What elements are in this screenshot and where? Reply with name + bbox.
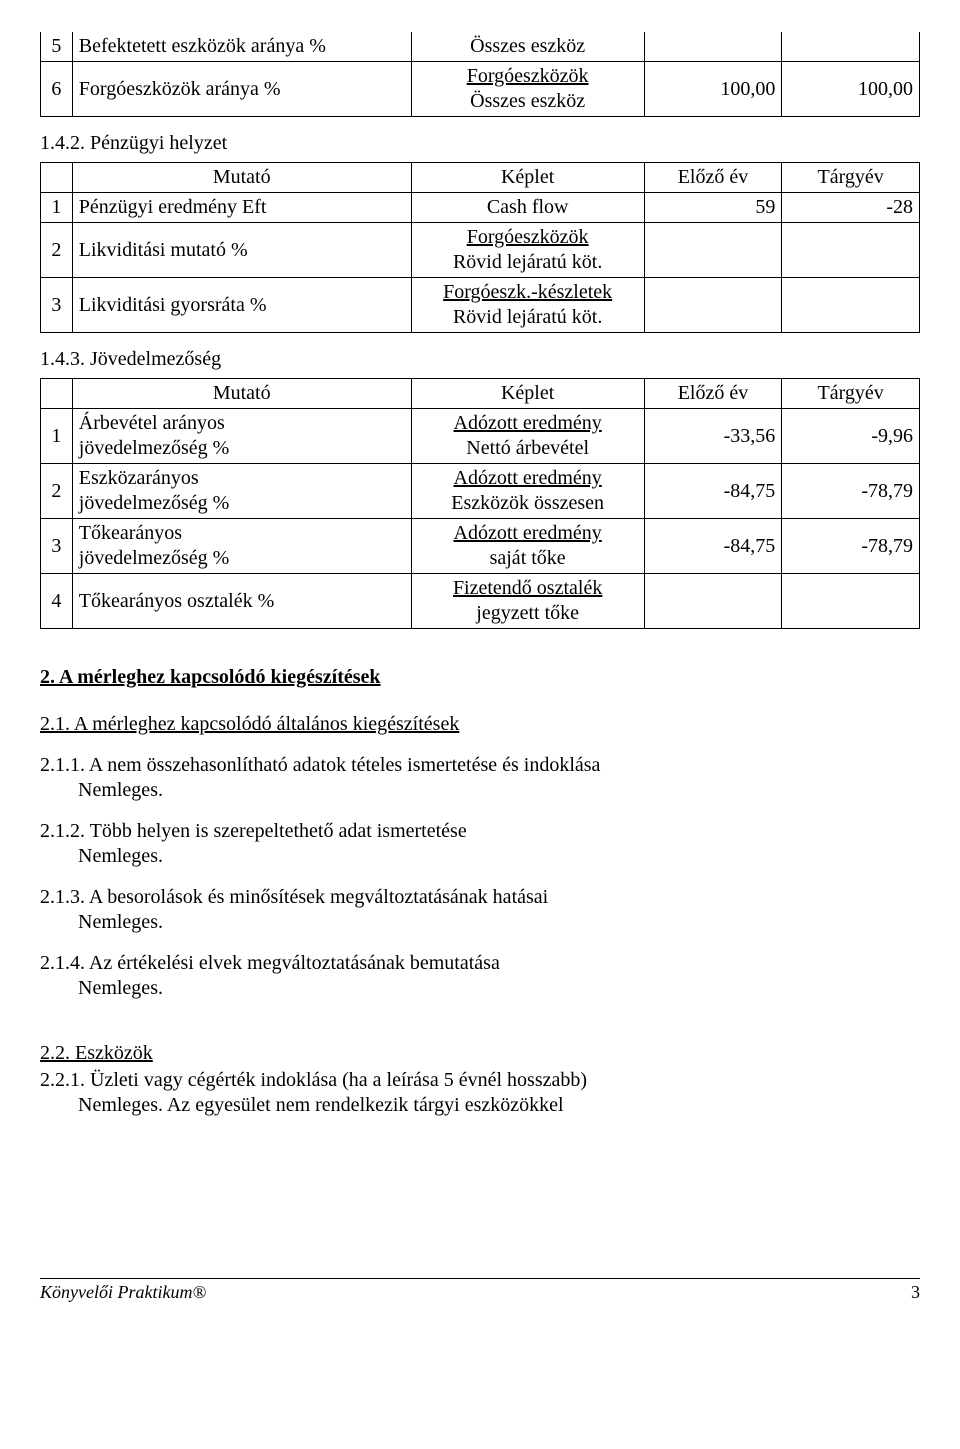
heading-2-1-2: 2.1.2. Több helyen is szerepeltethető ad… bbox=[40, 819, 920, 844]
cell-name: Tőkearányos osztalék % bbox=[72, 574, 411, 629]
formula-top: Adózott eredmény bbox=[454, 522, 602, 544]
cell-prev: -84,75 bbox=[644, 464, 782, 519]
th-targyev: Tárgyév bbox=[782, 379, 920, 409]
cell-name: Befektetett eszközök aránya % bbox=[72, 32, 411, 62]
cell-formula: Adózott eredmény Eszközök összesen bbox=[411, 464, 644, 519]
cell-curr: -78,79 bbox=[782, 464, 920, 519]
cell-name: Likviditási gyorsráta % bbox=[72, 278, 411, 333]
formula-bottom: Rövid lejáratú köt. bbox=[453, 251, 602, 273]
name-bottom: jövedelmezőség % bbox=[79, 437, 230, 459]
cell-prev: -84,75 bbox=[644, 519, 782, 574]
cell-num: 3 bbox=[41, 519, 73, 574]
cell-num: 1 bbox=[41, 193, 73, 223]
th-mutato: Mutató bbox=[72, 163, 411, 193]
cell-num: 2 bbox=[41, 464, 73, 519]
text-2-2-1-body: Nemleges. Az egyesület nem rendelkezik t… bbox=[78, 1093, 920, 1118]
cell-formula: Fizetendő osztalék jegyzett tőke bbox=[411, 574, 644, 629]
footer-brand: Könyvelői Praktikum® bbox=[40, 1281, 206, 1304]
formula-bottom: Összes eszköz bbox=[470, 90, 585, 112]
formula-top: Adózott eredmény bbox=[454, 467, 602, 489]
cell-curr: -9,96 bbox=[782, 409, 920, 464]
formula-bottom: Eszközök összesen bbox=[451, 492, 604, 514]
cell-name: Árbevétel arányos jövedelmezőség % bbox=[72, 409, 411, 464]
heading-2-text: 2. A mérleghez kapcsolódó kiegészítések bbox=[40, 666, 381, 688]
formula-top: Forgóeszközök bbox=[467, 65, 589, 87]
cell-name: Forgóeszközök aránya % bbox=[72, 62, 411, 117]
cell-num: 2 bbox=[41, 223, 73, 278]
cell-name: Eszközarányos jövedelmezőség % bbox=[72, 464, 411, 519]
cell-curr: -28 bbox=[782, 193, 920, 223]
cell-num: 3 bbox=[41, 278, 73, 333]
text-nemleges: Nemleges. bbox=[78, 976, 920, 1001]
page-footer: Könyvelői Praktikum® 3 bbox=[40, 1278, 920, 1304]
formula-top: Forgóeszk.-készletek bbox=[443, 281, 612, 303]
name-top: Árbevétel arányos bbox=[79, 412, 225, 434]
formula-top: Fizetendő osztalék bbox=[453, 577, 602, 599]
th-elozo: Előző év bbox=[644, 379, 782, 409]
cell-curr bbox=[782, 574, 920, 629]
formula-top: Forgóeszközök bbox=[467, 226, 589, 248]
formula-bottom: Rövid lejáratú köt. bbox=[453, 306, 602, 328]
cell-curr bbox=[782, 32, 920, 62]
th-blank bbox=[41, 379, 73, 409]
cell-prev: 59 bbox=[644, 193, 782, 223]
th-targyev: Tárgyév bbox=[782, 163, 920, 193]
cell-formula: Összes eszköz bbox=[411, 32, 644, 62]
cell-curr bbox=[782, 223, 920, 278]
text-nemleges: Nemleges. bbox=[78, 910, 920, 935]
cell-prev: 100,00 bbox=[644, 62, 782, 117]
cell-name: Pénzügyi eredmény Eft bbox=[72, 193, 411, 223]
cell-prev bbox=[644, 32, 782, 62]
cell-num: 6 bbox=[41, 62, 73, 117]
table-assets-ratio: 5 Befektetett eszközök aránya % Összes e… bbox=[40, 32, 920, 117]
cell-curr: 100,00 bbox=[782, 62, 920, 117]
cell-formula: Adózott eredmény saját tőke bbox=[411, 519, 644, 574]
cell-name: Likviditási mutató % bbox=[72, 223, 411, 278]
cell-prev: -33,56 bbox=[644, 409, 782, 464]
heading-2-1: 2.1. A mérleghez kapcsolódó általános ki… bbox=[40, 712, 920, 737]
footer-page-number: 3 bbox=[911, 1281, 920, 1304]
th-keplet: Képlet bbox=[411, 379, 644, 409]
formula-top: Adózott eredmény bbox=[454, 412, 602, 434]
cell-formula: Forgóeszk.-készletek Rövid lejáratú köt. bbox=[411, 278, 644, 333]
text-nemleges: Nemleges. bbox=[78, 778, 920, 803]
cell-curr bbox=[782, 278, 920, 333]
formula-bottom: Nettó árbevétel bbox=[466, 437, 589, 459]
name-bottom: jövedelmezőség % bbox=[79, 492, 230, 514]
th-blank bbox=[41, 163, 73, 193]
cell-formula: Cash flow bbox=[411, 193, 644, 223]
th-keplet: Képlet bbox=[411, 163, 644, 193]
heading-2-1-text: 2.1. A mérleghez kapcsolódó általános ki… bbox=[40, 713, 459, 735]
heading-2-2-text: 2.2. Eszközök bbox=[40, 1042, 153, 1064]
th-elozo: Előző év bbox=[644, 163, 782, 193]
th-mutato: Mutató bbox=[72, 379, 411, 409]
heading-1-4-3: 1.4.3. Jövedelmezőség bbox=[40, 347, 920, 372]
name-bottom: jövedelmezőség % bbox=[79, 547, 230, 569]
table-financial-position: Mutató Képlet Előző év Tárgyév 1 Pénzügy… bbox=[40, 162, 920, 333]
cell-prev bbox=[644, 278, 782, 333]
table-profitability: Mutató Képlet Előző év Tárgyév 1 Árbevét… bbox=[40, 378, 920, 629]
heading-2-1-4: 2.1.4. Az értékelési elvek megváltoztatá… bbox=[40, 951, 920, 976]
cell-curr: -78,79 bbox=[782, 519, 920, 574]
cell-name: Tőkearányos jövedelmezőség % bbox=[72, 519, 411, 574]
cell-num: 5 bbox=[41, 32, 73, 62]
formula-bottom: jegyzett tőke bbox=[476, 602, 579, 624]
cell-num: 1 bbox=[41, 409, 73, 464]
cell-formula: Adózott eredmény Nettó árbevétel bbox=[411, 409, 644, 464]
formula-bottom: saját tőke bbox=[490, 547, 566, 569]
cell-prev bbox=[644, 574, 782, 629]
heading-2-1-1: 2.1.1. A nem összehasonlítható adatok té… bbox=[40, 753, 920, 778]
cell-prev bbox=[644, 223, 782, 278]
heading-2: 2. A mérleghez kapcsolódó kiegészítések bbox=[40, 665, 920, 690]
name-top: Eszközarányos bbox=[79, 467, 199, 489]
cell-formula: Forgóeszközök Összes eszköz bbox=[411, 62, 644, 117]
heading-2-1-3: 2.1.3. A besorolások és minősítések megv… bbox=[40, 885, 920, 910]
name-top: Tőkearányos bbox=[79, 522, 182, 544]
cell-formula: Forgóeszközök Rövid lejáratú köt. bbox=[411, 223, 644, 278]
heading-1-4-2: 1.4.2. Pénzügyi helyzet bbox=[40, 131, 920, 156]
heading-2-2-1: 2.2.1. Üzleti vagy cégérték indoklása (h… bbox=[40, 1068, 920, 1093]
text-nemleges: Nemleges. bbox=[78, 844, 920, 869]
heading-2-2: 2.2. Eszközök bbox=[40, 1041, 920, 1066]
cell-num: 4 bbox=[41, 574, 73, 629]
